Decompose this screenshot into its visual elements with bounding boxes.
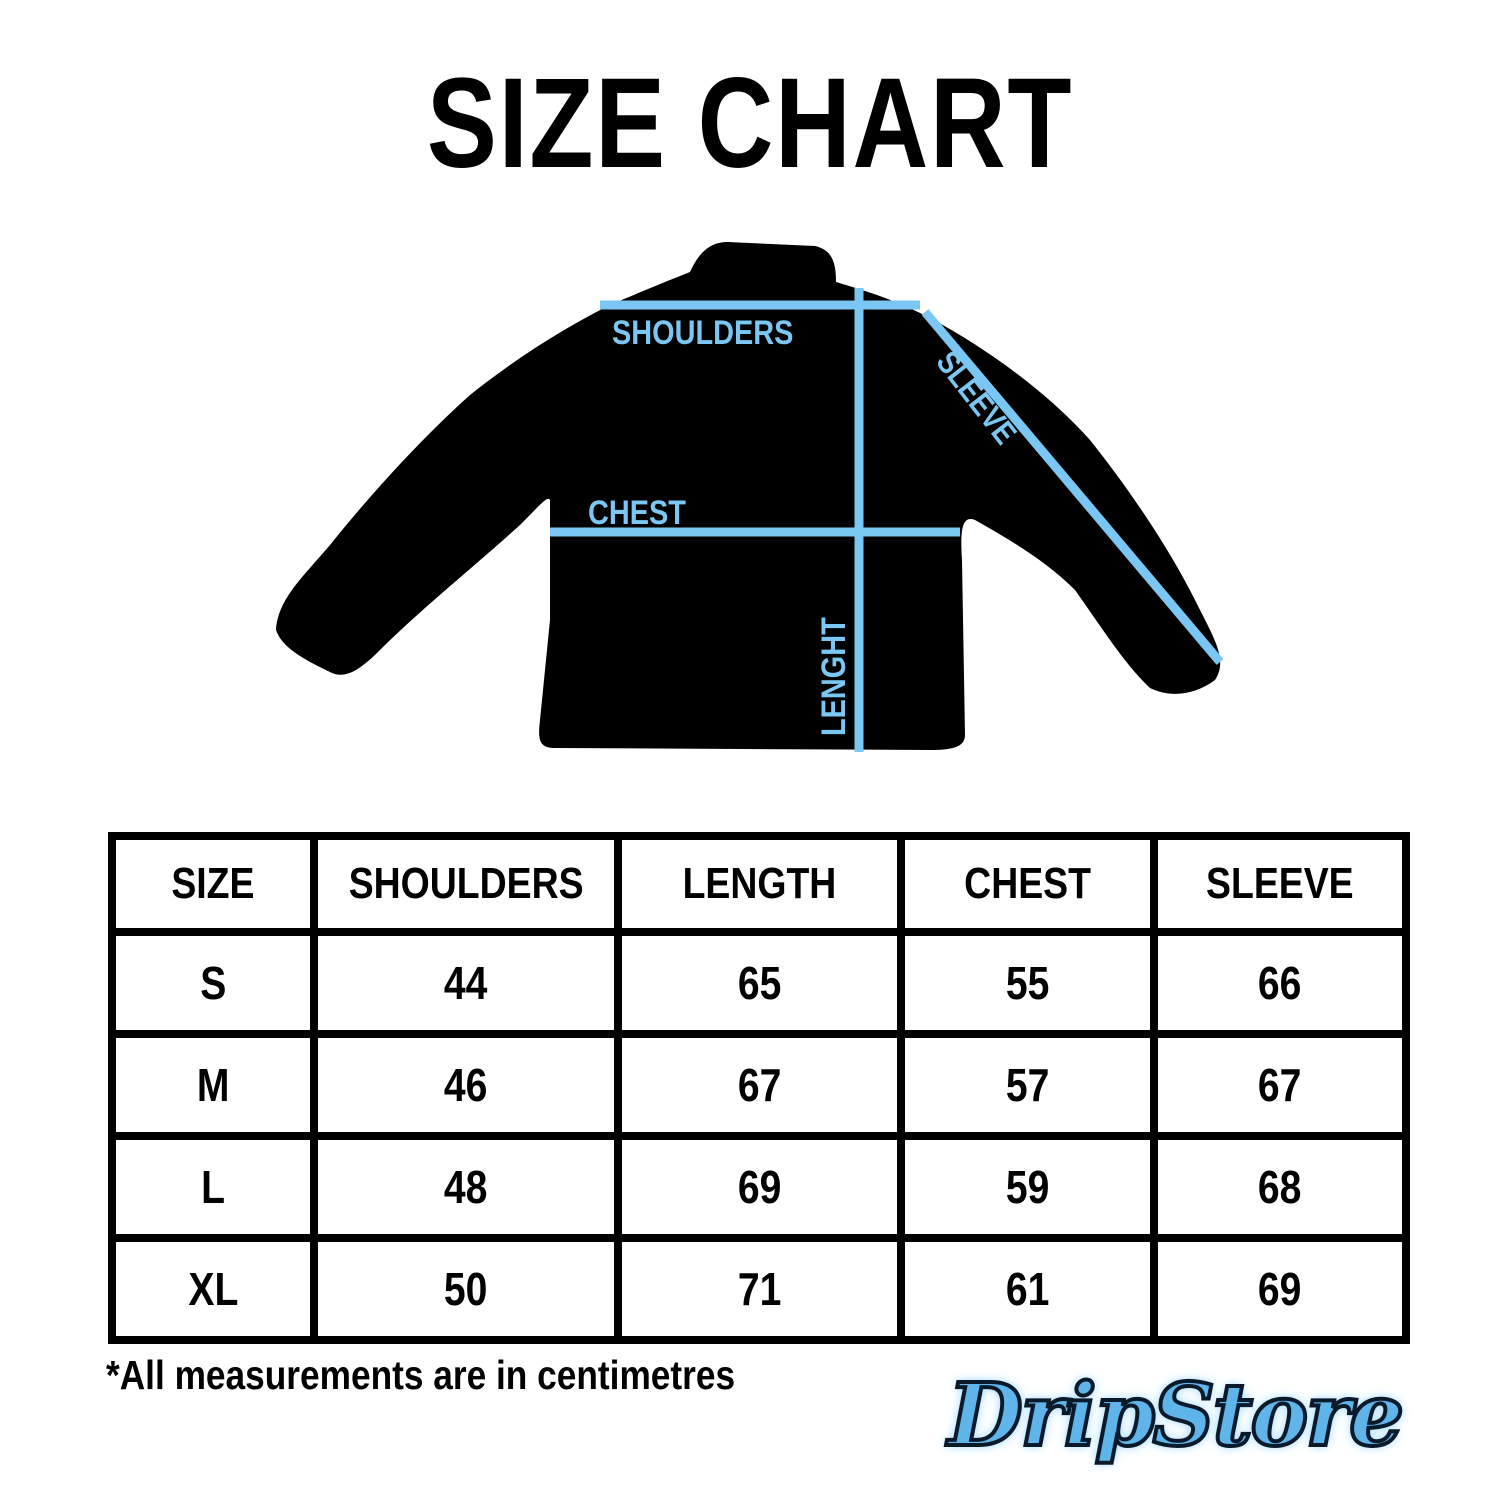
header-size: SIZE <box>108 832 318 936</box>
sleeve-line <box>921 309 1224 665</box>
cell-shoulders: 50 <box>310 1233 622 1345</box>
header-shoulders: SHOULDERS <box>310 832 622 936</box>
cell-sleeve: 66 <box>1150 927 1410 1038</box>
table-row: L 48 69 59 68 <box>108 1131 1410 1242</box>
table-row: M 46 67 57 67 <box>108 1029 1410 1140</box>
header-chest: CHEST <box>897 832 1158 936</box>
size-table: SIZE SHOULDERS LENGTH CHEST SLEEVE S 44 … <box>108 832 1410 1345</box>
cell-size: XL <box>108 1233 318 1345</box>
cell-length: 65 <box>614 927 905 1038</box>
cell-shoulders: 44 <box>310 927 622 1038</box>
cell-sleeve: 68 <box>1150 1131 1410 1242</box>
cell-sleeve: 67 <box>1150 1029 1410 1140</box>
logo-text: DripStore <box>946 1363 1406 1468</box>
table-row: XL 50 71 61 69 <box>108 1233 1410 1345</box>
table-header-row: SIZE SHOULDERS LENGTH CHEST SLEEVE <box>108 832 1410 936</box>
cell-length: 67 <box>614 1029 905 1140</box>
dripstore-logo: DripStore <box>946 1355 1406 1475</box>
jacket-silhouette <box>276 242 1221 750</box>
cell-shoulders: 46 <box>310 1029 622 1140</box>
chest-label: CHEST <box>588 493 686 532</box>
header-length: LENGTH <box>614 832 905 936</box>
cell-size: L <box>108 1131 318 1242</box>
cell-chest: 55 <box>897 927 1158 1038</box>
jacket-diagram: SHOULDERS CHEST SLEEVE LENGHT <box>276 242 1224 752</box>
cell-sleeve: 69 <box>1150 1233 1410 1345</box>
shoulders-label: SHOULDERS <box>612 313 793 352</box>
cell-length: 71 <box>614 1233 905 1345</box>
cell-size: S <box>108 927 318 1038</box>
cell-shoulders: 48 <box>310 1131 622 1242</box>
cell-size: M <box>108 1029 318 1140</box>
table-row: S 44 65 55 66 <box>108 927 1410 1038</box>
cell-chest: 59 <box>897 1131 1158 1242</box>
cell-chest: 57 <box>897 1029 1158 1140</box>
measurement-note: *All measurements are in centimetres <box>106 1352 736 1398</box>
cell-length: 69 <box>614 1131 905 1242</box>
length-label: LENGHT <box>814 617 853 736</box>
page-title: SIZE CHART <box>426 52 1074 195</box>
header-sleeve: SLEEVE <box>1150 832 1410 936</box>
cell-chest: 61 <box>897 1233 1158 1345</box>
